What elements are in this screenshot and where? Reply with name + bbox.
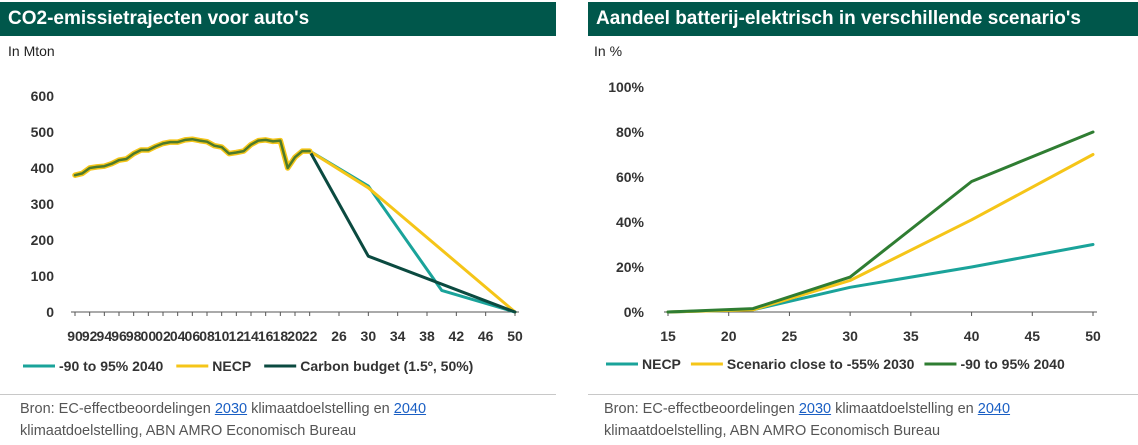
y-tick-label: 80% bbox=[616, 124, 645, 140]
x-tick-label: 40 bbox=[964, 328, 980, 344]
left-source: Bron: EC-effectbeoordelingen 2030 klimaa… bbox=[20, 401, 427, 439]
y-tick-label: 0 bbox=[46, 304, 54, 320]
x-tick-label: 15 bbox=[660, 328, 676, 344]
x-tick-label: 30 bbox=[842, 328, 858, 344]
y-tick-label: 40% bbox=[616, 214, 645, 230]
y-tick-label: 20% bbox=[616, 259, 645, 275]
series-line-2 bbox=[308, 149, 517, 314]
y-tick-label: 600 bbox=[31, 88, 55, 104]
series-line-3 bbox=[666, 130, 1095, 314]
x-tick-label: 30 bbox=[361, 328, 377, 344]
left-chart-panel: CO2-emissietrajecten voor auto's In Mton… bbox=[0, 0, 556, 445]
x-tick-label: 16 bbox=[258, 328, 274, 344]
left-y-unit: In Mton bbox=[8, 43, 55, 59]
right-source: Bron: EC-effectbeoordelingen 2030 klimaa… bbox=[604, 401, 1011, 439]
series-line-2 bbox=[666, 153, 1095, 314]
x-tick-label: 50 bbox=[507, 328, 523, 344]
legend-label: -90 to 95% 2040 bbox=[960, 356, 1064, 372]
x-tick-label: 42 bbox=[449, 328, 465, 344]
y-tick-label: 200 bbox=[31, 232, 55, 248]
right-chart-title: Aandeel batterij-elektrisch in verschill… bbox=[588, 2, 1138, 36]
x-tick-label: 10 bbox=[214, 328, 230, 344]
source-link-2040[interactable]: 2040 bbox=[977, 401, 1011, 417]
right-chart-panel: Aandeel batterij-elektrisch in verschill… bbox=[588, 0, 1138, 445]
x-tick-label: 08 bbox=[199, 328, 215, 344]
legend-label: Scenario close to -55% 2030 bbox=[727, 356, 915, 372]
y-tick-label: 0% bbox=[624, 304, 645, 320]
right-chart-svg: 0% 20% 40% 60% 80% 100% 15 20 25 30 35 40 45 50 NECP Sc… bbox=[606, 79, 1101, 372]
x-tick-label: 35 bbox=[903, 328, 919, 344]
legend-label: -90 to 95% 2040 bbox=[59, 358, 163, 374]
legend-label: NECP bbox=[642, 356, 681, 372]
x-tick-label: 20 bbox=[721, 328, 737, 344]
x-tick-label: 38 bbox=[419, 328, 435, 344]
historical-line bbox=[73, 137, 311, 177]
series-line-3 bbox=[308, 149, 517, 314]
x-tick-label: 92 bbox=[82, 328, 98, 344]
x-tick-label: 14 bbox=[243, 328, 259, 344]
x-tick-label: 22 bbox=[302, 328, 318, 344]
y-tick-label: 300 bbox=[31, 196, 55, 212]
x-tick-label: 00 bbox=[141, 328, 157, 344]
x-tick-label: 50 bbox=[1085, 328, 1101, 344]
legend-label: Carbon budget (1.5º, 50%) bbox=[300, 358, 473, 374]
x-tick-label: 96 bbox=[111, 328, 127, 344]
source-link-2030[interactable]: 2030 bbox=[214, 401, 248, 417]
x-tick-label: 46 bbox=[478, 328, 494, 344]
x-tick-label: 94 bbox=[97, 328, 113, 344]
x-tick-label: 04 bbox=[170, 328, 186, 344]
right-y-unit: In % bbox=[594, 43, 623, 59]
x-tick-label: 90 bbox=[67, 328, 83, 344]
x-tick-label: 98 bbox=[126, 328, 142, 344]
y-tick-label: 500 bbox=[31, 124, 55, 140]
y-tick-label: 400 bbox=[31, 160, 55, 176]
y-tick-label: 100 bbox=[31, 268, 55, 284]
y-tick-label: 60% bbox=[616, 169, 645, 185]
x-tick-label: 25 bbox=[782, 328, 798, 344]
left-divider bbox=[0, 394, 556, 395]
source-link-2030[interactable]: 2030 bbox=[798, 401, 832, 417]
left-chart-title: CO2-emissietrajecten voor auto's bbox=[0, 2, 556, 36]
source-link-2040[interactable]: 2040 bbox=[393, 401, 427, 417]
x-tick-label: 02 bbox=[155, 328, 171, 344]
x-tick-label: 34 bbox=[390, 328, 406, 344]
legend-label: NECP bbox=[212, 358, 251, 374]
historical-line-underlay bbox=[72, 136, 313, 178]
x-tick-label: 06 bbox=[185, 328, 201, 344]
x-tick-label: 18 bbox=[273, 328, 289, 344]
right-divider bbox=[588, 394, 1138, 395]
x-tick-label: 20 bbox=[287, 328, 303, 344]
x-tick-label: 45 bbox=[1024, 328, 1040, 344]
x-tick-label: 26 bbox=[331, 328, 347, 344]
x-tick-label: 12 bbox=[229, 328, 245, 344]
y-tick-label: 100% bbox=[608, 79, 644, 95]
